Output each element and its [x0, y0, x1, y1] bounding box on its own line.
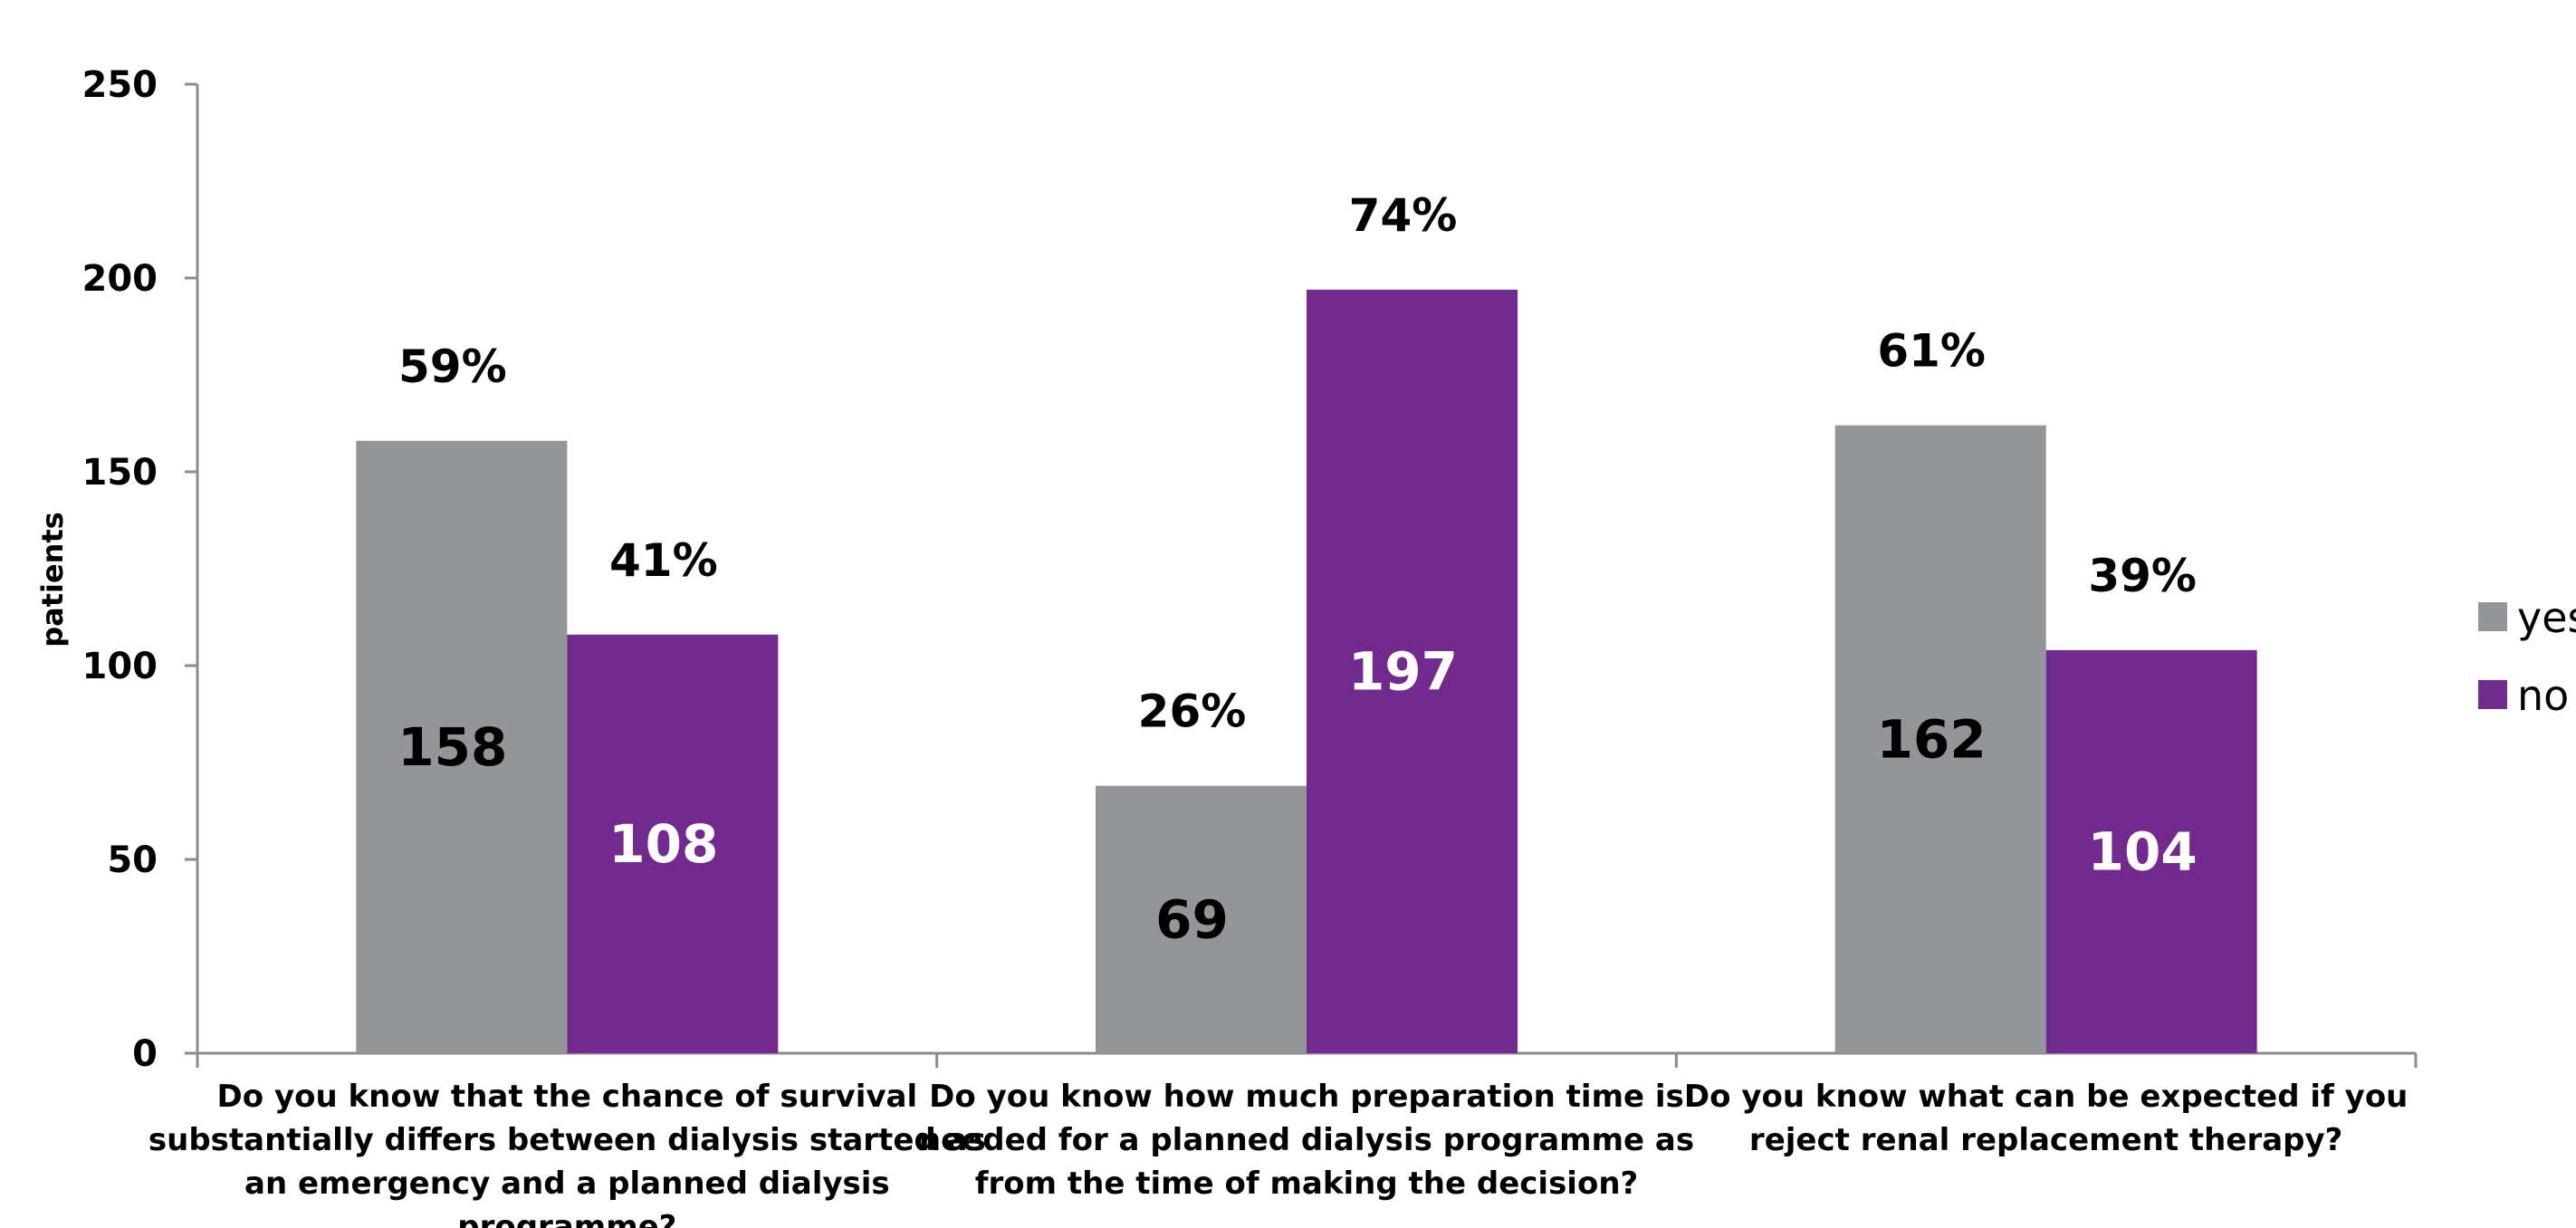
percent-label: 41%	[609, 534, 718, 587]
value-label: 104	[2088, 820, 2198, 882]
legend-label: no	[2517, 671, 2569, 720]
y-tick-label: 100	[82, 646, 158, 687]
y-axis: 0 50 100 150 200 250 patients	[35, 64, 199, 1075]
value-label: 69	[1155, 888, 1229, 950]
value-label: 197	[1348, 640, 1458, 702]
y-tick-label: 150	[82, 452, 158, 494]
percent-label: 74%	[1349, 189, 1458, 242]
category-label: Do you know what can be expected if you	[1684, 1079, 2408, 1115]
category-label: Do you know that the chance of survival	[217, 1079, 918, 1115]
category-label: programme?	[457, 1209, 676, 1228]
legend-swatch-yes	[2478, 602, 2507, 631]
bar-yes-2	[1096, 785, 1307, 1053]
value-label: 108	[608, 813, 718, 875]
percent-label: 59%	[398, 341, 507, 393]
y-tick-label: 250	[82, 64, 158, 106]
bar-no-3	[2045, 649, 2257, 1053]
bar-yes-1	[356, 440, 568, 1053]
category-label: from the time of making the decision?	[975, 1166, 1639, 1202]
category-label: reject renal replacement therapy?	[1749, 1122, 2342, 1158]
data-labels: 158 59% 108 41% 69 26% 197 74% 162 61% 104 39%	[397, 189, 2198, 950]
bar-yes-3	[1834, 425, 2046, 1053]
x-axis	[196, 1051, 2418, 1068]
value-label: 158	[397, 716, 507, 778]
percent-label: 39%	[2088, 550, 2197, 602]
legend-label: yes	[2517, 593, 2576, 642]
y-tick-label: 0	[132, 1033, 158, 1075]
category-label: an emergency and a planned dialysis	[244, 1166, 890, 1202]
y-tick-label: 50	[107, 839, 158, 881]
category-label: Do you know how much preparation time is	[929, 1079, 1684, 1115]
bar-no-2	[1307, 289, 1518, 1054]
category-label: needed for a planned dialysis programme …	[919, 1122, 1694, 1158]
bar-no-1	[567, 634, 779, 1053]
percent-label: 61%	[1877, 325, 1986, 378]
category-labels: Do you know that the chance of survival s…	[148, 1079, 2408, 1228]
legend: yes no	[2478, 593, 2576, 720]
percent-label: 26%	[1138, 686, 1247, 738]
y-tick-label: 200	[82, 258, 158, 300]
value-label: 162	[1877, 708, 1987, 770]
legend-swatch-no	[2478, 680, 2507, 709]
y-axis-label: patients	[35, 512, 70, 648]
category-label: substantially differs between dialysis s…	[148, 1122, 986, 1158]
bars	[356, 289, 2257, 1054]
